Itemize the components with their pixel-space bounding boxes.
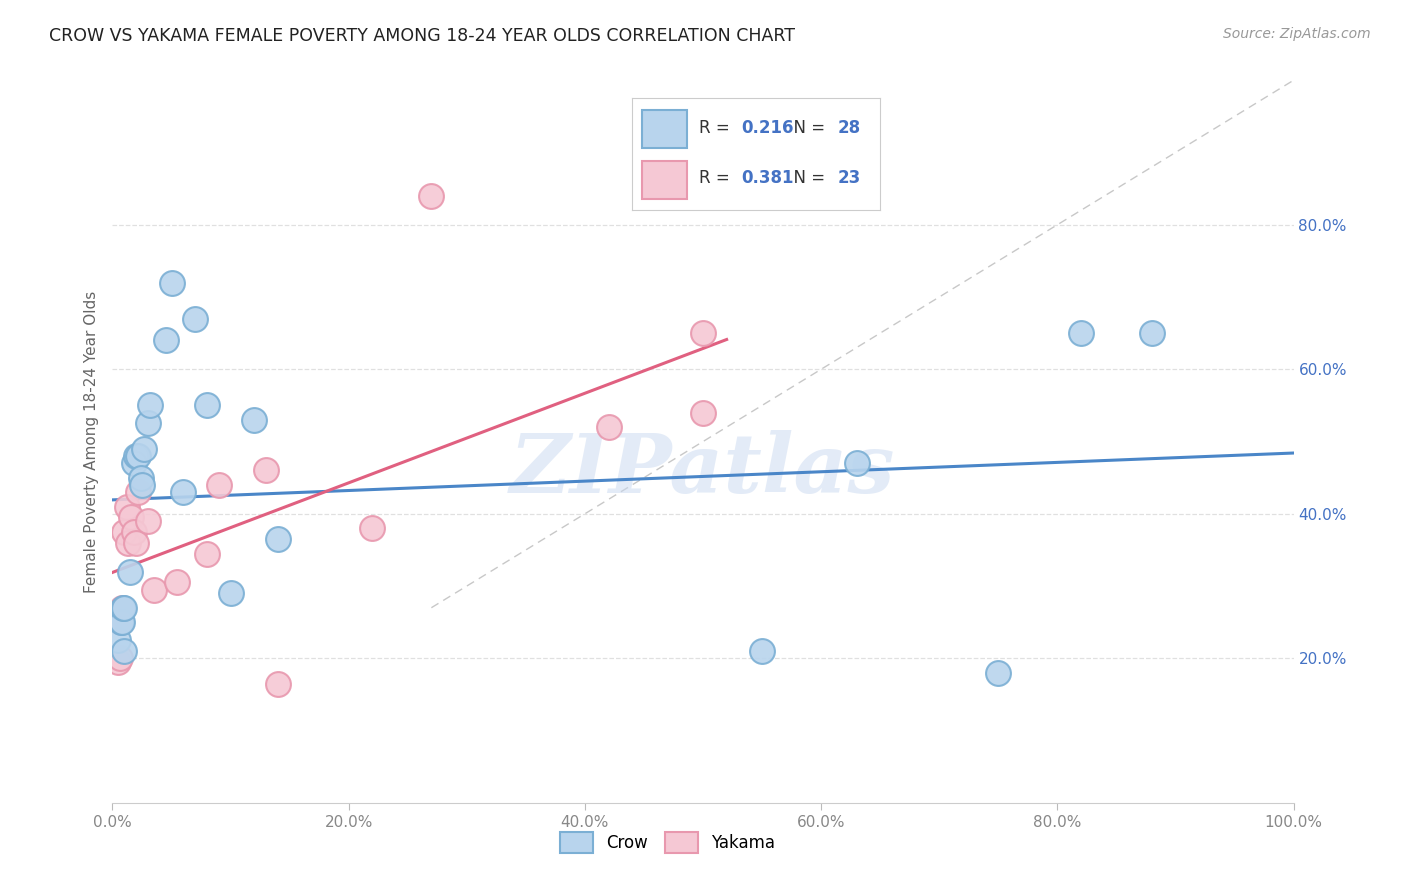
Point (420, 189, 443, 203)
Point (987, 665, 1010, 680)
Y-axis label: Female Poverty Among 18-24 Year Olds: Female Poverty Among 18-24 Year Olds (83, 291, 98, 592)
Point (692, 326, 714, 340)
Point (208, 478, 231, 492)
Point (127, 485, 149, 500)
Point (127, 449, 149, 463)
Point (598, 420, 620, 434)
Point (120, 510, 142, 524)
Point (110, 615, 132, 630)
Point (155, 334, 177, 348)
Point (122, 456, 145, 470)
Point (112, 524, 135, 539)
Point (125, 449, 148, 463)
Point (139, 398, 162, 412)
Point (136, 417, 159, 431)
Point (110, 615, 132, 630)
Point (243, 413, 266, 427)
Point (1070, 326, 1092, 340)
Point (131, 478, 153, 492)
Point (267, 676, 290, 690)
Point (845, 456, 868, 470)
Point (219, 586, 242, 600)
Text: CROW VS YAKAMA FEMALE POVERTY AMONG 18-24 YEAR OLDS CORRELATION CHART: CROW VS YAKAMA FEMALE POVERTY AMONG 18-2… (49, 27, 796, 45)
Point (112, 644, 135, 658)
Point (195, 398, 218, 412)
Point (129, 470, 152, 484)
Point (160, 276, 183, 290)
Point (107, 633, 129, 648)
Point (751, 644, 773, 658)
Point (254, 463, 277, 477)
Point (108, 651, 131, 665)
Point (361, 521, 384, 535)
Point (117, 535, 139, 549)
Point (136, 514, 159, 528)
Point (125, 535, 148, 549)
Point (120, 565, 142, 579)
Point (107, 655, 129, 669)
Point (142, 582, 165, 597)
Point (172, 485, 194, 500)
Point (184, 311, 207, 326)
Point (112, 600, 135, 615)
Point (122, 524, 145, 539)
Text: Source: ZipAtlas.com: Source: ZipAtlas.com (1223, 27, 1371, 41)
Point (111, 600, 134, 615)
Point (166, 575, 188, 590)
Point (134, 442, 156, 456)
Legend: Crow, Yakama: Crow, Yakama (553, 826, 782, 860)
Point (692, 406, 714, 420)
Point (115, 500, 138, 514)
Text: ZIPatlas: ZIPatlas (510, 431, 896, 510)
Point (112, 600, 135, 615)
Point (195, 547, 218, 561)
Point (111, 615, 134, 630)
Point (267, 532, 290, 546)
Point (1140, 326, 1163, 340)
